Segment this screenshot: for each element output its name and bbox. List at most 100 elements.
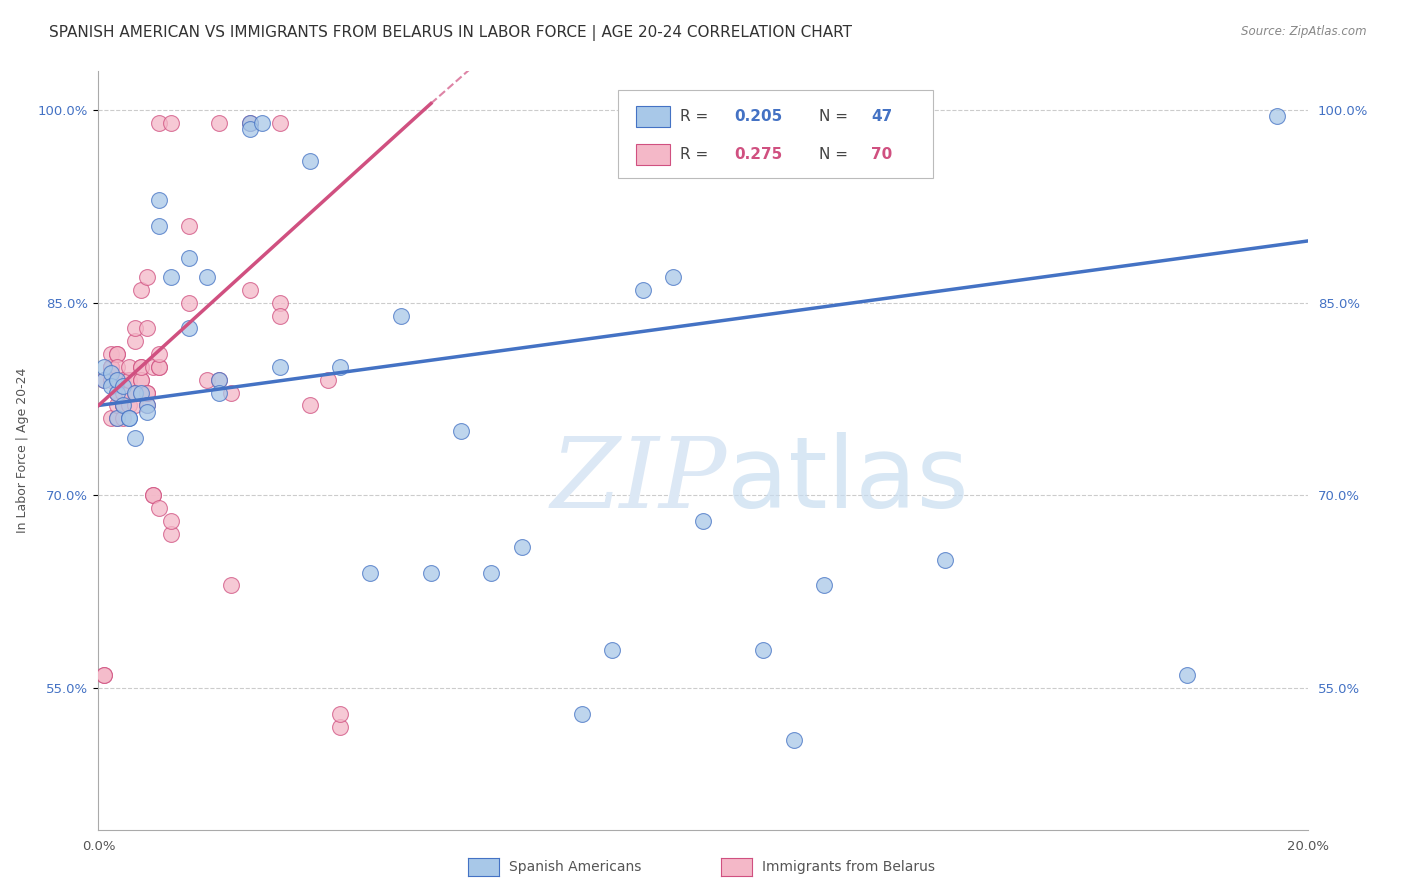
Point xyxy=(148,193,170,207)
Point xyxy=(135,385,157,400)
Point xyxy=(269,309,291,323)
Point xyxy=(111,399,134,413)
Point xyxy=(221,385,243,400)
Point xyxy=(129,359,152,374)
Point xyxy=(661,270,683,285)
Point xyxy=(111,385,134,400)
Point xyxy=(100,359,122,374)
Point xyxy=(105,411,128,425)
Point xyxy=(239,122,262,136)
Point xyxy=(93,668,115,682)
Point xyxy=(208,373,231,387)
Text: R =: R = xyxy=(681,110,713,124)
Point xyxy=(142,488,165,502)
Text: atlas: atlas xyxy=(727,433,969,529)
Point xyxy=(105,385,128,400)
Point xyxy=(148,219,170,233)
Point xyxy=(135,399,157,413)
Point xyxy=(118,411,141,425)
Text: 0.205: 0.205 xyxy=(734,110,783,124)
Point xyxy=(239,116,262,130)
Point xyxy=(124,385,146,400)
Point xyxy=(179,251,201,265)
Point xyxy=(510,540,533,554)
Point xyxy=(148,347,170,361)
Text: N =: N = xyxy=(820,110,853,124)
Point xyxy=(135,270,157,285)
Point xyxy=(105,411,128,425)
Point xyxy=(142,488,165,502)
Text: N =: N = xyxy=(820,147,853,162)
Point xyxy=(111,399,134,413)
Point xyxy=(783,732,806,747)
Point xyxy=(148,501,170,516)
Point xyxy=(420,566,443,580)
Point xyxy=(160,527,183,541)
Text: 0.275: 0.275 xyxy=(734,147,783,162)
Point xyxy=(752,642,775,657)
Point xyxy=(316,373,339,387)
Point xyxy=(934,552,956,566)
Point xyxy=(111,399,134,413)
Point xyxy=(124,321,146,335)
Point xyxy=(135,385,157,400)
Point xyxy=(105,373,128,387)
Point xyxy=(118,411,141,425)
Point xyxy=(105,373,128,387)
Point xyxy=(692,514,714,528)
Point xyxy=(299,154,322,169)
Point xyxy=(105,359,128,374)
Point xyxy=(142,359,165,374)
Point xyxy=(179,295,201,310)
Point xyxy=(118,359,141,374)
Point xyxy=(329,359,352,374)
Point xyxy=(135,399,157,413)
Point xyxy=(813,578,835,592)
Text: R =: R = xyxy=(681,147,713,162)
Point xyxy=(160,270,183,285)
Point xyxy=(329,720,352,734)
Point xyxy=(450,424,472,438)
Text: 70: 70 xyxy=(872,147,893,162)
Point xyxy=(111,411,134,425)
Point xyxy=(221,578,243,592)
Text: Source: ZipAtlas.com: Source: ZipAtlas.com xyxy=(1241,25,1367,38)
Point xyxy=(124,399,146,413)
FancyBboxPatch shape xyxy=(637,106,671,128)
Point xyxy=(93,373,115,387)
Point xyxy=(129,385,152,400)
Text: Spanish Americans: Spanish Americans xyxy=(509,860,641,874)
Point xyxy=(631,283,654,297)
Point xyxy=(129,283,152,297)
Point xyxy=(135,405,157,419)
Text: Immigrants from Belarus: Immigrants from Belarus xyxy=(762,860,935,874)
Point xyxy=(129,373,152,387)
Point xyxy=(129,359,152,374)
Point xyxy=(129,385,152,400)
Text: ZIP: ZIP xyxy=(551,434,727,528)
Point xyxy=(195,270,218,285)
Point xyxy=(100,347,122,361)
Y-axis label: In Labor Force | Age 20-24: In Labor Force | Age 20-24 xyxy=(17,368,30,533)
Point xyxy=(571,706,593,721)
Point xyxy=(1267,109,1289,123)
Point xyxy=(100,367,122,381)
Point xyxy=(93,668,115,682)
Point xyxy=(111,399,134,413)
Point xyxy=(111,373,134,387)
Point xyxy=(124,431,146,445)
Point xyxy=(602,642,624,657)
Point xyxy=(105,399,128,413)
Point xyxy=(124,334,146,349)
Point xyxy=(118,373,141,387)
Point xyxy=(124,385,146,400)
Point xyxy=(100,411,122,425)
Point xyxy=(299,399,322,413)
Point xyxy=(100,379,122,393)
Point xyxy=(111,379,134,393)
Point xyxy=(93,373,115,387)
Point xyxy=(129,373,152,387)
Point xyxy=(208,385,231,400)
Point xyxy=(148,359,170,374)
Point xyxy=(100,359,122,374)
